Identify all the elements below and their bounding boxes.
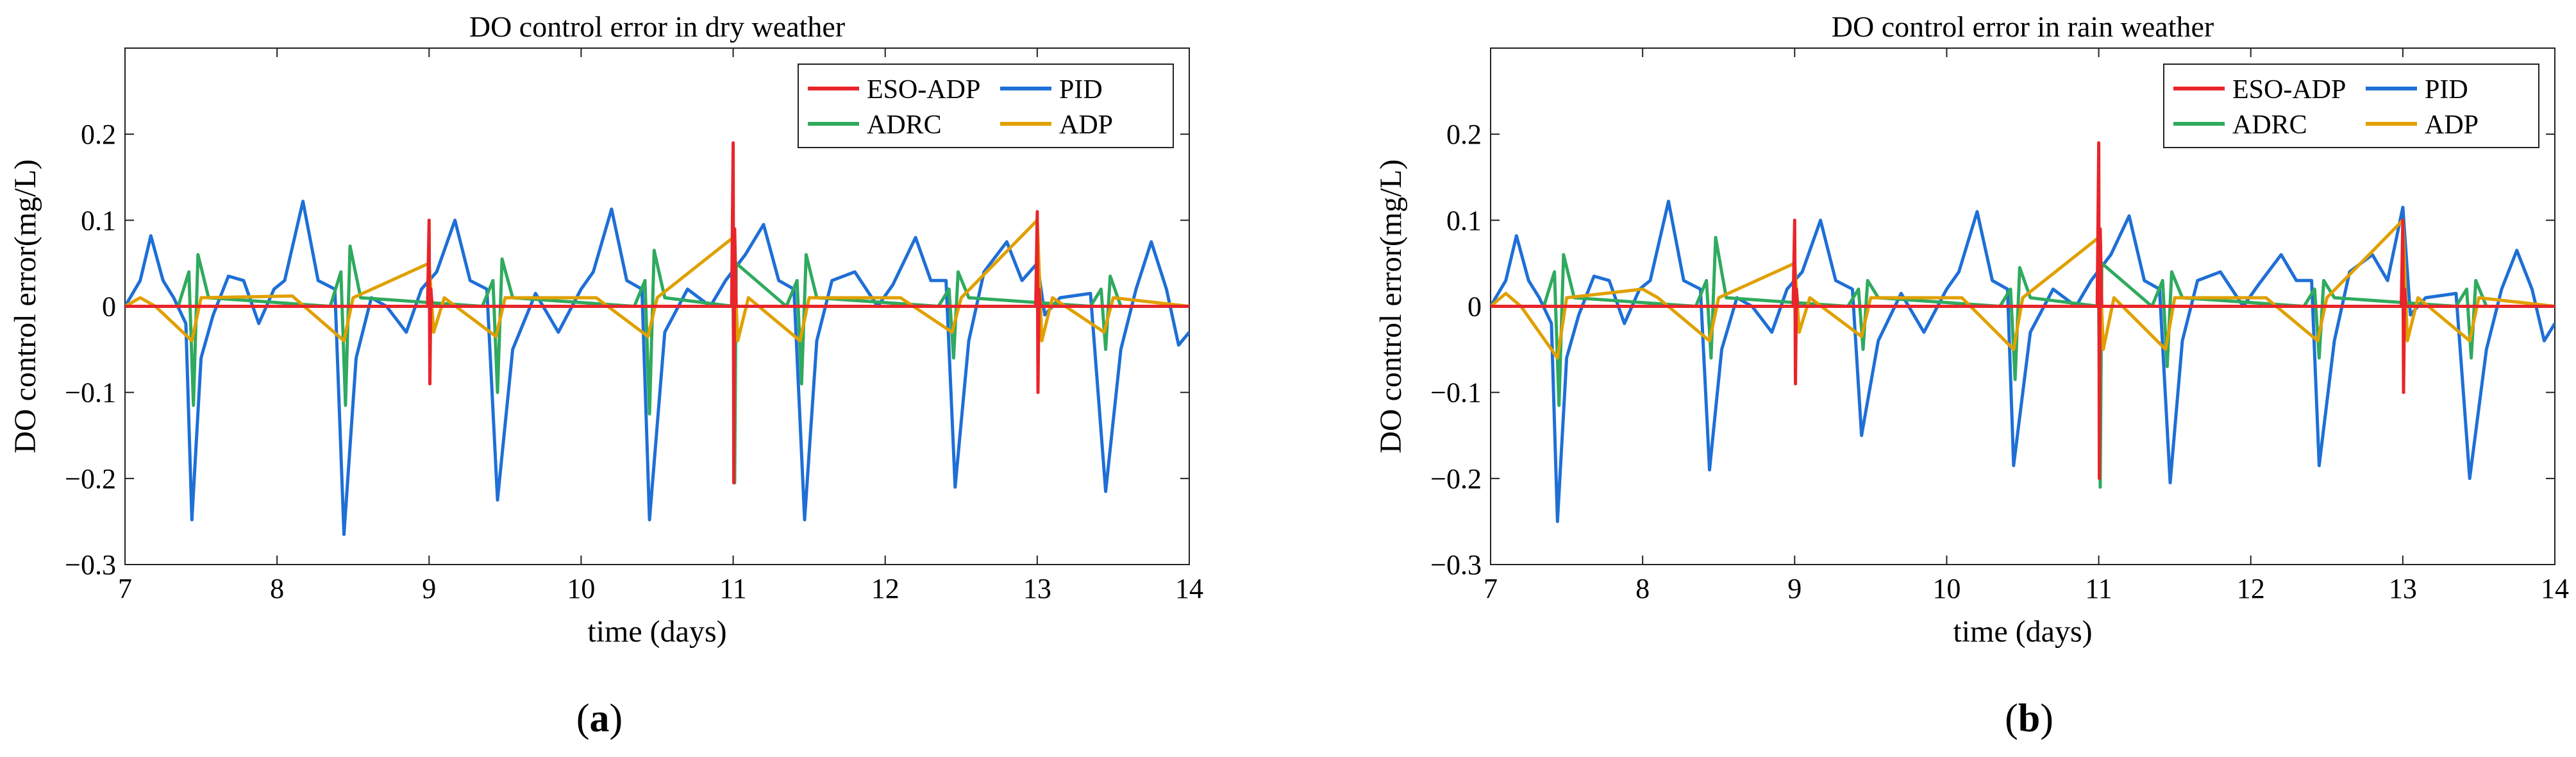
x-tick-label: 14 [2541, 573, 2569, 604]
y-tick-label: 0.1 [1446, 205, 1482, 236]
x-axis-label: time (days) [1953, 615, 2092, 649]
legend-label-pid: PID [2425, 75, 2468, 105]
panel-label-a: (a) [576, 697, 623, 740]
x-tick-label: 13 [1023, 573, 1051, 604]
y-tick-label: 0.2 [1446, 119, 1482, 150]
x-tick-label: 11 [719, 573, 746, 604]
legend-label-pid: PID [1059, 75, 1103, 105]
series-line-eso-adp [125, 141, 1189, 484]
x-tick-label: 10 [567, 573, 595, 604]
legend-label-eso-adp: ESO-ADP [867, 75, 980, 105]
y-tick-label: −0.2 [1430, 463, 1482, 495]
y-tick-label: −0.1 [65, 377, 116, 409]
y-axis-label: DO control error(mg/L) [1374, 159, 1408, 454]
panel-label-b: (b) [2005, 697, 2053, 740]
legend-box [798, 64, 1174, 148]
legend-box [2163, 64, 2539, 148]
legend: ESO-ADP PID ADRC ADP [798, 64, 1174, 148]
y-axis-label: DO control error(mg/L) [8, 159, 42, 454]
x-tick-label: 7 [118, 573, 132, 604]
x-tick-label: 10 [1932, 573, 1961, 604]
x-tick-label: 13 [2389, 573, 2417, 604]
x-tick-label: 12 [871, 573, 899, 604]
y-tick-label: 0 [102, 291, 116, 323]
series-line-pid [125, 200, 1189, 536]
legend-label-adp: ADP [2425, 110, 2479, 140]
y-tick-label: −0.1 [1430, 377, 1482, 409]
chart-panel-b: 7 8 9 10 11 12 13 14 −0.3 −0.2 −0.1 0 0.1 0.2 DO contr… [1374, 10, 2569, 649]
x-tick-label: 9 [422, 573, 436, 604]
x-tick-label: 11 [2085, 573, 2112, 604]
x-tick-label: 7 [1484, 573, 1498, 604]
y-tick-label: 0.1 [81, 205, 116, 236]
series-group [125, 141, 1189, 536]
y-tick-label: −0.2 [65, 463, 116, 495]
x-tick-label: 14 [1175, 573, 1203, 604]
series-line-eso-adp [1491, 141, 2555, 481]
y-tick-label: −0.3 [65, 549, 116, 581]
series-line-adrc [1491, 235, 2555, 489]
y-tick-label: 0.2 [81, 119, 116, 150]
x-axis-label: time (days) [587, 615, 726, 649]
legend-label-adrc: ADRC [2232, 110, 2307, 140]
y-tick-label: −0.3 [1430, 549, 1482, 581]
series-line-adrc [125, 244, 1189, 484]
x-tick-label: 12 [2237, 573, 2265, 604]
chart-title: DO control error in rain weather [1832, 10, 2214, 43]
chart-panel-a: 7 8 9 10 11 12 13 14 −0.3 −0.2 −0.1 0 0.1 0.2 DO contr… [8, 10, 1203, 649]
chart-title: DO control error in dry weather [469, 10, 845, 43]
x-tick-label: 8 [1635, 573, 1650, 604]
legend-label-adp: ADP [1059, 110, 1113, 140]
legend-label-adrc: ADRC [867, 110, 942, 140]
x-tick-label: 9 [1787, 573, 1802, 604]
y-tick-label: 0 [1468, 291, 1482, 323]
legend: ESO-ADP PID ADRC ADP [2163, 64, 2539, 148]
x-tick-label: 8 [270, 573, 284, 604]
series-group [1491, 141, 2555, 523]
series-line-pid [1491, 200, 2555, 523]
legend-label-eso-adp: ESO-ADP [2232, 75, 2346, 105]
